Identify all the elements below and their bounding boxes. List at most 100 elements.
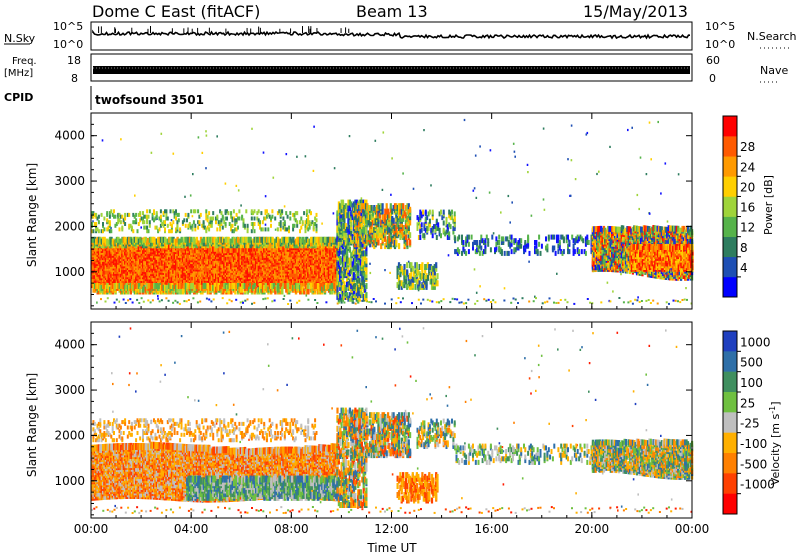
data-cell <box>143 284 146 291</box>
noise-cell <box>177 230 179 233</box>
ground-cell <box>553 301 555 304</box>
data-cell <box>184 288 188 295</box>
data-cell <box>180 242 183 249</box>
data-cell <box>312 256 316 264</box>
data-cell <box>124 252 127 260</box>
data-cell <box>129 236 132 243</box>
data-cell <box>243 236 247 243</box>
data-cell <box>243 283 247 289</box>
data-cell <box>104 284 108 291</box>
data-cell <box>197 268 200 276</box>
data-cell <box>172 250 175 258</box>
data-cell <box>260 283 263 289</box>
data-cell <box>319 236 322 243</box>
data-cell <box>289 236 292 243</box>
data-cell <box>157 288 160 295</box>
data-cell <box>261 286 265 293</box>
data-cell <box>264 240 267 247</box>
ground-cell <box>151 299 154 302</box>
ground-cell <box>557 301 560 304</box>
noise-cell <box>648 121 651 124</box>
data-cell <box>235 283 238 289</box>
ground-cell <box>510 301 513 304</box>
noise-cell <box>264 223 267 226</box>
data-cell <box>165 238 168 245</box>
noise-cell <box>283 294 286 297</box>
data-cell <box>327 242 331 249</box>
data-cell <box>164 260 167 268</box>
noise-cell <box>118 300 121 303</box>
data-cell <box>268 236 272 243</box>
noise-cell <box>333 167 336 170</box>
data-cell <box>102 245 105 253</box>
data-cell <box>263 284 266 291</box>
noise-cell <box>495 250 498 253</box>
data-cell <box>230 242 233 249</box>
data-cell <box>142 286 145 293</box>
data-cell <box>119 238 123 245</box>
ground-cell <box>586 298 589 300</box>
data-cell <box>249 244 252 252</box>
data-cell <box>176 274 179 282</box>
noise-cell <box>638 207 640 211</box>
data-cell <box>333 268 336 276</box>
noise-cell <box>473 187 476 190</box>
data-cell <box>177 283 181 289</box>
data-cell <box>264 243 267 251</box>
data-cell <box>210 284 214 291</box>
noise-cell <box>570 159 573 162</box>
data-cell <box>150 240 153 247</box>
data-cell <box>119 266 123 274</box>
data-cell <box>260 260 263 268</box>
noise-cell <box>596 172 598 176</box>
data-cell <box>206 244 210 252</box>
ground-cell <box>420 302 422 305</box>
data-cell <box>286 275 289 283</box>
data-cell <box>238 263 241 271</box>
data-cell <box>246 288 249 295</box>
data-cell <box>136 236 139 243</box>
data-cell <box>235 236 238 243</box>
data-cell <box>139 264 142 272</box>
data-cell <box>206 270 210 278</box>
ground-cell <box>440 300 443 303</box>
data-cell <box>325 236 328 243</box>
data-cell <box>299 284 302 291</box>
noise-cell <box>620 273 622 276</box>
data-cell <box>99 284 102 291</box>
noise-cell <box>184 195 186 198</box>
data-cell <box>326 244 329 252</box>
data-cell <box>159 236 163 243</box>
data-cell <box>158 236 161 243</box>
data-cell <box>274 268 277 276</box>
data-cell <box>261 271 265 279</box>
noise-cell <box>391 157 393 160</box>
data-cell <box>212 244 215 252</box>
data-cell <box>169 283 172 289</box>
data-cell <box>312 245 316 253</box>
ground-cell <box>517 302 519 304</box>
data-cell <box>304 236 307 243</box>
data-cell <box>124 240 127 247</box>
data-cell <box>194 280 197 288</box>
ground-cell <box>370 301 373 304</box>
data-cell <box>107 284 110 291</box>
data-cell <box>187 286 190 293</box>
data-cell <box>91 264 94 272</box>
ground-cell <box>462 302 465 305</box>
data-cell <box>147 238 150 245</box>
ground-cell <box>131 301 134 304</box>
data-cell <box>275 242 278 249</box>
data-cell <box>279 238 283 245</box>
nsearch-tick-top: 10^5 <box>705 20 735 33</box>
data-cell <box>119 283 123 289</box>
data-cell <box>248 242 251 249</box>
data-cell <box>318 236 321 243</box>
data-cell <box>257 273 261 281</box>
data-cell <box>231 236 234 243</box>
data-cell <box>260 249 263 257</box>
data-cell <box>234 282 237 290</box>
freq-tick-bottom: 8 <box>71 72 78 85</box>
data-cell <box>241 286 244 293</box>
data-cell <box>117 283 120 289</box>
